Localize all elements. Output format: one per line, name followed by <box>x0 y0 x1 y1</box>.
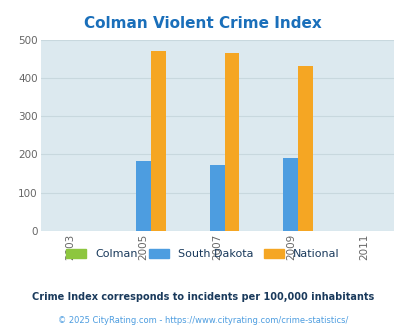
Bar <box>224 52 239 231</box>
Bar <box>151 51 165 231</box>
Bar <box>209 165 224 231</box>
Bar <box>136 161 151 231</box>
Text: Crime Index corresponds to incidents per 100,000 inhabitants: Crime Index corresponds to incidents per… <box>32 292 373 302</box>
Bar <box>297 66 312 231</box>
Text: © 2025 CityRating.com - https://www.cityrating.com/crime-statistics/: © 2025 CityRating.com - https://www.city… <box>58 315 347 325</box>
Legend: Colman, South Dakota, National: Colman, South Dakota, National <box>62 244 343 263</box>
Text: Colman Violent Crime Index: Colman Violent Crime Index <box>84 16 321 31</box>
Bar <box>283 158 297 231</box>
